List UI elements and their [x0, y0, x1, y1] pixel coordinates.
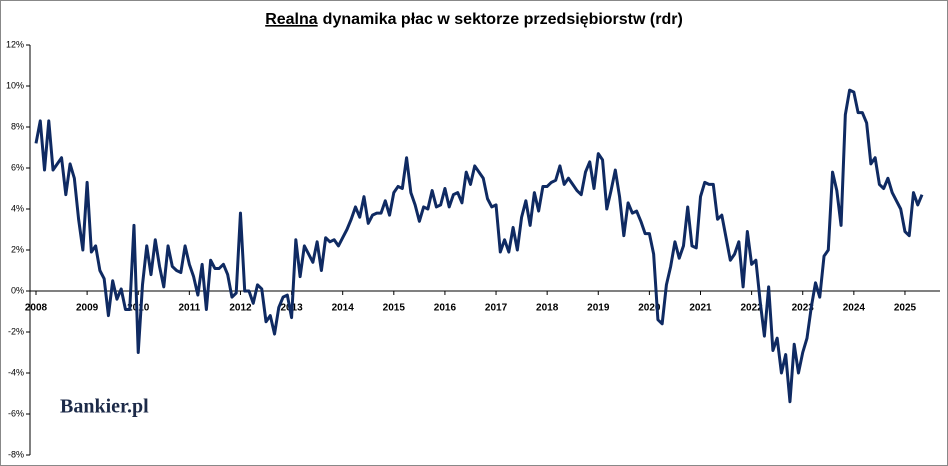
- x-tick-label: 2018: [536, 303, 559, 314]
- x-tick-label: 2024: [843, 303, 866, 314]
- y-tick-label: 6%: [11, 162, 24, 172]
- watermark: Bankier.pl: [60, 396, 149, 418]
- y-tick-label: -4%: [8, 367, 24, 377]
- x-tick-label: 2010: [127, 303, 150, 314]
- x-tick-label: 2014: [332, 303, 355, 314]
- x-tick-label: 2025: [894, 303, 917, 314]
- x-tick-label: 2016: [434, 303, 457, 314]
- y-tick-label: 10%: [6, 80, 24, 90]
- y-tick-label: 2%: [11, 244, 24, 254]
- y-tick-label: -2%: [8, 326, 24, 336]
- x-tick-label: 2008: [25, 303, 48, 314]
- y-tick-label: -6%: [8, 408, 24, 418]
- title-underlined: Realna: [265, 11, 318, 28]
- x-tick-label: 2022: [740, 303, 763, 314]
- x-tick-label: 2021: [689, 303, 712, 314]
- y-tick-label: 8%: [11, 121, 24, 131]
- x-tick-label: 2020: [638, 303, 661, 314]
- y-tick-label: -8%: [8, 449, 24, 459]
- y-tick-label: 12%: [6, 39, 24, 49]
- x-tick-label: 2023: [792, 303, 815, 314]
- x-tick-label: 2017: [485, 303, 508, 314]
- x-tick-label: 2019: [587, 303, 610, 314]
- y-tick-label: 4%: [11, 203, 24, 213]
- x-tick-label: 2011: [178, 303, 200, 314]
- x-tick-label: 2015: [383, 303, 406, 314]
- x-tick-label: 2012: [229, 303, 252, 314]
- y-tick-label: 0%: [11, 285, 24, 295]
- chart-title: Realna dynamika płac w sektorze przedsięb…: [265, 11, 683, 28]
- x-tick-label: 2009: [76, 303, 99, 314]
- title-rest: dynamika płac w sektorze przedsiębiorstw…: [323, 11, 683, 28]
- data-line: [34, 88, 924, 404]
